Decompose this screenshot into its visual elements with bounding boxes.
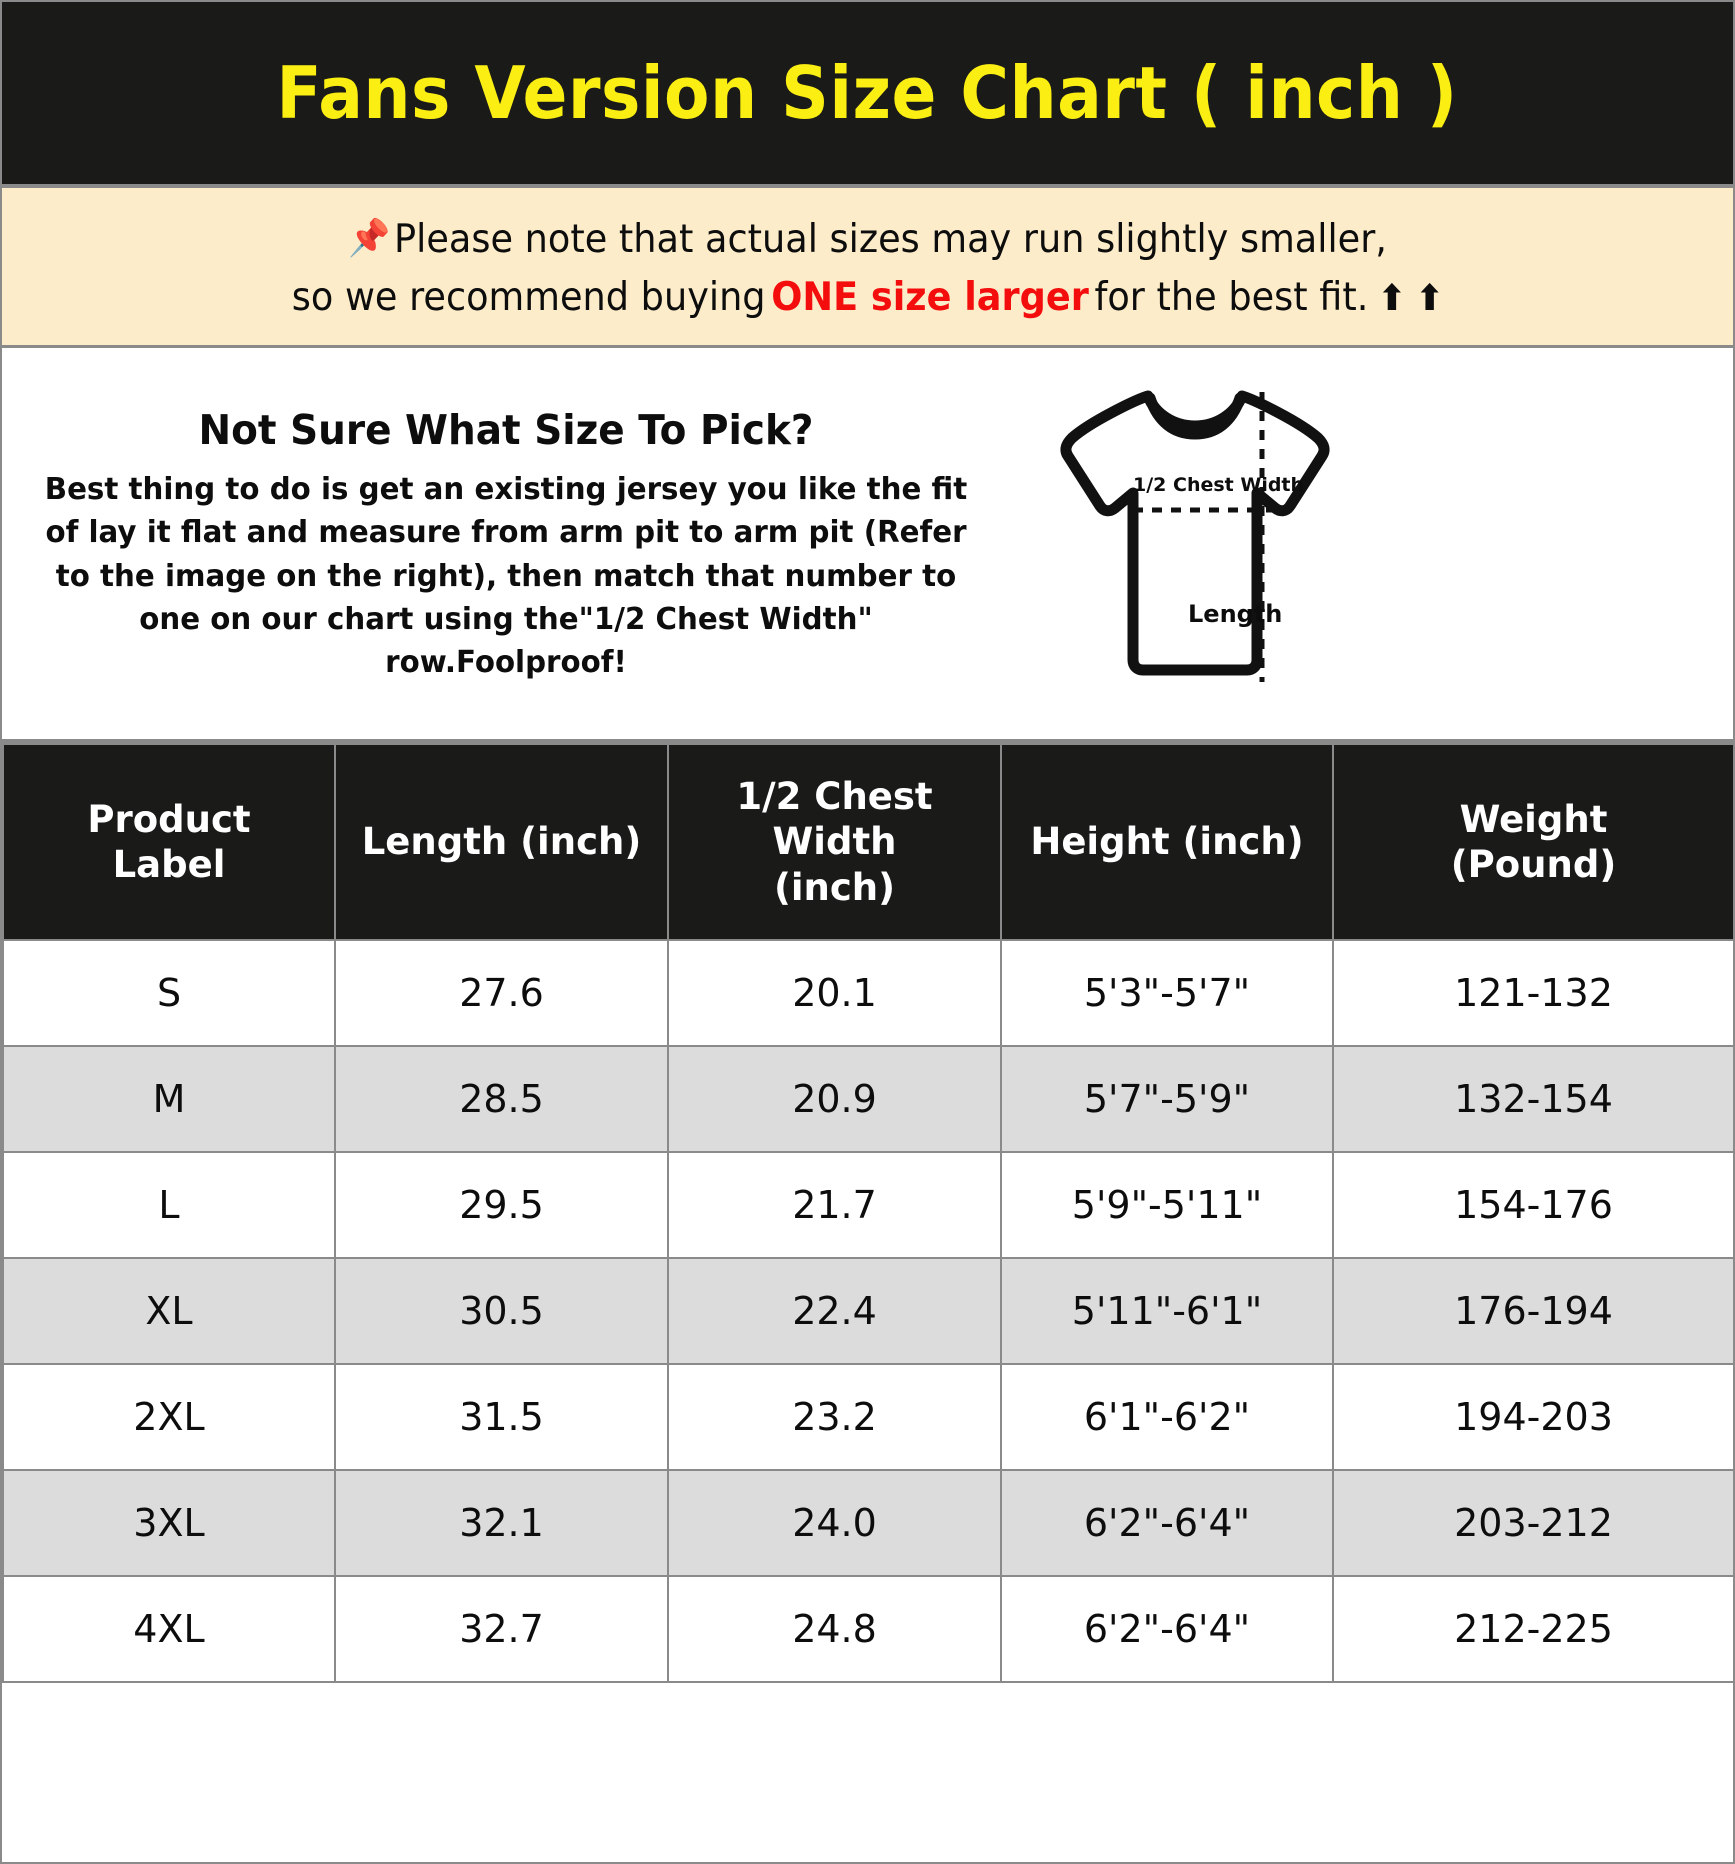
tshirt-diagram: 1/2 Chest Width Length [1030, 360, 1360, 690]
chest-width-label: 1/2 Chest Width [1133, 474, 1305, 496]
cell-product-label: XL [2, 1257, 336, 1365]
cell-height: 5'9"-5'11" [1000, 1151, 1334, 1259]
header-line: 1/2 Chest Width [736, 775, 933, 864]
header-line: (inch) [773, 865, 896, 909]
cell-chest-width: 24.8 [667, 1575, 1002, 1683]
notice-line-2: so we recommend buying ONE size larger f… [291, 269, 1443, 327]
arrow-up-icon-2: ⬆ [1415, 277, 1444, 319]
cell-height: 6'2"-6'4" [1000, 1469, 1334, 1577]
cell-length: 30.5 [334, 1257, 669, 1365]
cell-product-label: S [2, 939, 336, 1047]
cell-chest-width: 24.0 [667, 1469, 1002, 1577]
table-row: XL 30.5 22.4 5'11"-6'1" 176-194 [2, 1257, 1733, 1365]
info-text-column: Not Sure What Size To Pick? Best thing t… [2, 348, 1012, 739]
cell-length: 31.5 [334, 1363, 669, 1471]
cell-chest-width: 22.4 [667, 1257, 1002, 1365]
cell-chest-width: 21.7 [667, 1151, 1002, 1259]
info-band: Not Sure What Size To Pick? Best thing t… [2, 348, 1733, 743]
cell-product-label: 4XL [2, 1575, 336, 1683]
header-line: Product [87, 797, 251, 841]
cell-weight: 154-176 [1332, 1151, 1733, 1259]
cell-weight: 194-203 [1332, 1363, 1733, 1471]
arrow-up-icon-1: ⬆ [1377, 277, 1406, 319]
cell-product-label: 3XL [2, 1469, 336, 1577]
title-band: Fans Version Size Chart ( inch ) [2, 2, 1733, 188]
page-title: Fans Version Size Chart ( inch ) [276, 51, 1459, 135]
cell-chest-width: 20.9 [667, 1045, 1002, 1153]
table-body: S 27.6 20.1 5'3"-5'7" 121-132 M 28.5 20.… [2, 939, 1733, 1683]
info-diagram-column: 1/2 Chest Width Length [1012, 348, 1733, 739]
cell-weight: 121-132 [1332, 939, 1733, 1047]
pushpin-icon: 📌 [348, 217, 391, 259]
size-table: Product Label Length (inch) 1/2 Chest Wi… [2, 743, 1733, 1683]
cell-weight: 176-194 [1332, 1257, 1733, 1365]
table-row: M 28.5 20.9 5'7"-5'9" 132-154 [2, 1045, 1733, 1153]
column-header-product-label: Product Label [2, 743, 336, 941]
table-row: 2XL 31.5 23.2 6'1"-6'2" 194-203 [2, 1363, 1733, 1471]
cell-weight: 203-212 [1332, 1469, 1733, 1577]
column-header-height: Height (inch) [1000, 743, 1334, 941]
notice-line-2-after: for the best fit. [1094, 274, 1369, 320]
table-row: L 29.5 21.7 5'9"-5'11" 154-176 [2, 1151, 1733, 1259]
header-line: Label [112, 843, 226, 886]
info-body: Best thing to do is get an existing jers… [44, 472, 968, 681]
cell-height: 5'11"-6'1" [1000, 1257, 1334, 1365]
header-line: Length (inch) [361, 820, 642, 864]
column-header-weight: Weight (Pound) [1332, 743, 1733, 941]
notice-line-1-text: Please note that actual sizes may run sl… [394, 216, 1387, 262]
column-header-chest-width: 1/2 Chest Width (inch) [667, 743, 1002, 941]
length-label: Length [1188, 600, 1283, 628]
cell-product-label: M [2, 1045, 336, 1153]
cell-weight: 212-225 [1332, 1575, 1733, 1683]
header-line: (Pound) [1450, 843, 1617, 886]
notice-line-2-before: so we recommend buying [291, 274, 766, 320]
cell-chest-width: 20.1 [667, 939, 1002, 1047]
table-row: 4XL 32.7 24.8 6'2"-6'4" 212-225 [2, 1575, 1733, 1683]
cell-product-label: 2XL [2, 1363, 336, 1471]
cell-height: 5'3"-5'7" [1000, 939, 1334, 1047]
info-heading: Not Sure What Size To Pick? [198, 406, 814, 454]
cell-length: 32.7 [334, 1575, 669, 1683]
header-line: Weight [1459, 797, 1608, 841]
cell-length: 28.5 [334, 1045, 669, 1153]
table-row: 3XL 32.1 24.0 6'2"-6'4" 203-212 [2, 1469, 1733, 1577]
table-header: Product Label Length (inch) 1/2 Chest Wi… [2, 743, 1733, 941]
cell-weight: 132-154 [1332, 1045, 1733, 1153]
cell-length: 32.1 [334, 1469, 669, 1577]
cell-height: 6'2"-6'4" [1000, 1575, 1334, 1683]
table-row: S 27.6 20.1 5'3"-5'7" 121-132 [2, 939, 1733, 1047]
notice-highlight: ONE size larger [770, 274, 1089, 320]
cell-length: 29.5 [334, 1151, 669, 1259]
header-line: Height (inch) [1030, 820, 1304, 864]
column-header-length: Length (inch) [334, 743, 669, 941]
table-header-row: Product Label Length (inch) 1/2 Chest Wi… [2, 743, 1733, 941]
tshirt-icon [1060, 390, 1330, 682]
cell-chest-width: 23.2 [667, 1363, 1002, 1471]
cell-height: 6'1"-6'2" [1000, 1363, 1334, 1471]
notice-line-1: 📌 Please note that actual sizes may run … [348, 211, 1387, 269]
cell-product-label: L [2, 1151, 336, 1259]
cell-height: 5'7"-5'9" [1000, 1045, 1334, 1153]
cell-length: 27.6 [334, 939, 669, 1047]
notice-band: 📌 Please note that actual sizes may run … [2, 188, 1733, 348]
